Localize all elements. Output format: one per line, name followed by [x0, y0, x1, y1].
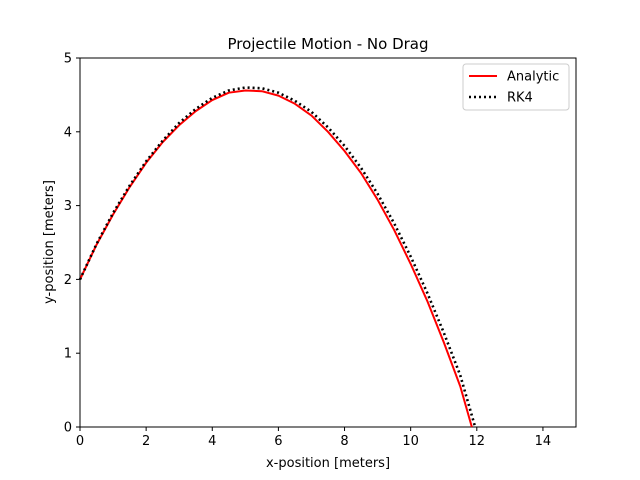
series-line-analytic — [79, 89, 473, 428]
x-tick-label-14: 14 — [535, 434, 552, 449]
y-tick-label-1: 1 — [64, 347, 72, 362]
series-layer — [78, 86, 477, 428]
x-tick-label-4: 4 — [208, 434, 216, 449]
y-tick-label-4: 4 — [64, 125, 72, 140]
x-axis-label: x-position [meters] — [266, 456, 390, 471]
chart-title: Projectile Motion - No Drag — [227, 35, 428, 53]
y-axis-label: y-position [meters] — [42, 180, 57, 304]
y-tick-label-2: 2 — [64, 273, 72, 288]
y-tick-label-0: 0 — [64, 421, 72, 436]
x-tick-label-0: 0 — [76, 434, 84, 449]
series-line-rk4 — [78, 86, 477, 428]
legend-label-analytic: Analytic — [507, 70, 559, 85]
y-tick-label-5: 5 — [64, 52, 72, 67]
legend: Analytic RK4 — [462, 63, 570, 111]
y-tick-label-3: 3 — [64, 199, 72, 214]
x-tick-label-6: 6 — [274, 434, 282, 449]
plot-frame — [79, 57, 577, 428]
legend-label-rk4: RK4 — [507, 91, 533, 106]
x-tick-label-8: 8 — [340, 434, 348, 449]
x-tick-label-2: 2 — [142, 434, 150, 449]
x-tick-label-10: 10 — [402, 434, 419, 449]
x-tick-label-12: 12 — [469, 434, 486, 449]
